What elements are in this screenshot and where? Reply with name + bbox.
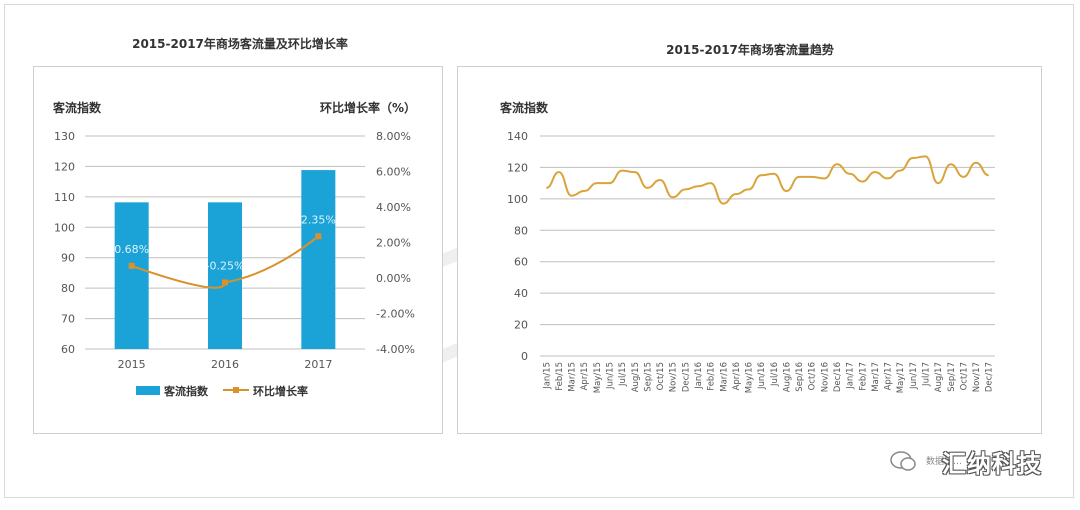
x-tick-label: Oct/16	[808, 362, 818, 390]
right-tick-label: 8.00%	[376, 130, 411, 143]
x-tick-label: 2015	[118, 358, 146, 371]
x-tick-label: Mar/16	[719, 362, 729, 392]
y-tick-label: 40	[514, 287, 528, 300]
x-tick-label: Sep/16	[795, 362, 805, 392]
right-tick-label: -4.00%	[376, 343, 415, 356]
legend-bar-label: 客流指数	[163, 384, 209, 398]
x-tick-label: Sep/17	[947, 362, 957, 392]
x-tick-label: Aug/15	[631, 362, 641, 392]
right-tick-label: 0.00%	[376, 272, 411, 285]
x-tick-label: May/15	[593, 362, 603, 393]
chart2-title: 2015-2017年商场客流量趋势	[666, 43, 834, 57]
growth-marker	[315, 233, 322, 240]
bar	[208, 202, 242, 349]
x-tick-label: 2016	[211, 358, 239, 371]
left-tick-label: 130	[54, 130, 75, 143]
left-tick-label: 60	[61, 343, 75, 356]
x-tick-label: Jun/15	[606, 362, 616, 390]
x-tick-label: Jan/17	[846, 362, 856, 390]
x-tick-label: Jun/17	[909, 362, 919, 390]
x-tick-label: 2017	[304, 358, 332, 371]
y-tick-label: 140	[507, 130, 528, 143]
left-tick-label: 90	[61, 252, 75, 265]
growth-data-label: -0.25%	[206, 259, 245, 272]
left-tick-label: 80	[61, 282, 75, 295]
right-tick-label: -2.00%	[376, 308, 415, 321]
x-tick-label: Aug/17	[934, 362, 944, 392]
x-tick-label: Dec/17	[985, 362, 995, 392]
x-tick-label: Feb/16	[707, 362, 717, 391]
x-tick-label: Oct/15	[656, 362, 666, 390]
x-tick-label: Apr/15	[580, 362, 590, 390]
chart2-panel	[457, 66, 1042, 434]
y-tick-label: 0	[521, 350, 528, 363]
x-tick-label: Jun/16	[757, 362, 767, 390]
x-tick-label: Feb/15	[555, 362, 565, 391]
chart2-axis-label: 客流指数	[499, 100, 549, 115]
y-tick-label: 20	[514, 319, 528, 332]
right-tick-label: 2.00%	[376, 237, 411, 250]
x-tick-label: Nov/15	[669, 362, 679, 392]
y-tick-label: 120	[507, 161, 528, 174]
right-tick-label: 6.00%	[376, 166, 411, 179]
x-tick-label: Apr/16	[732, 362, 742, 390]
x-tick-label: May/17	[896, 362, 906, 393]
x-tick-label: Aug/16	[782, 362, 792, 392]
x-tick-label: Jul/17	[921, 362, 931, 387]
legend-bar-swatch	[136, 386, 160, 395]
left-tick-label: 120	[54, 160, 75, 173]
left-tick-label: 110	[54, 191, 75, 204]
legend-line-marker	[233, 387, 239, 393]
x-tick-label: May/16	[745, 362, 755, 393]
x-tick-label: Jul/15	[618, 362, 628, 387]
x-tick-label: Feb/17	[858, 362, 868, 391]
chart1-right-axis-label: 环比增长率（%）	[320, 100, 416, 115]
chart1-left-axis-label: 客流指数	[52, 100, 102, 115]
growth-data-label: 2.35%	[301, 213, 336, 226]
left-tick-label: 100	[54, 221, 75, 234]
x-tick-label: Nov/16	[820, 362, 830, 392]
y-tick-label: 60	[514, 256, 528, 269]
growth-marker	[128, 262, 135, 269]
y-tick-label: 80	[514, 224, 528, 237]
x-tick-label: Dec/15	[681, 362, 691, 392]
left-tick-label: 70	[61, 313, 75, 326]
x-tick-label: Apr/17	[884, 362, 894, 390]
x-tick-label: Jul/16	[770, 362, 780, 387]
x-tick-label: Jan/15	[542, 362, 552, 390]
x-tick-label: Nov/17	[972, 362, 982, 392]
x-tick-label: Mar/17	[871, 362, 881, 392]
bar	[114, 202, 149, 349]
chart1-title: 2015-2017年商场客流量及环比增长率	[132, 37, 348, 51]
growth-data-label: 0.68%	[114, 243, 149, 256]
x-tick-label: Jan/16	[694, 362, 704, 390]
bar	[301, 170, 336, 349]
right-tick-label: 4.00%	[376, 201, 411, 214]
x-tick-label: Dec/16	[833, 362, 843, 392]
y-tick-label: 100	[507, 193, 528, 206]
legend-line-label: 环比增长率	[253, 384, 308, 398]
x-tick-label: Oct/17	[959, 362, 969, 390]
growth-marker	[222, 279, 228, 286]
x-tick-label: Sep/15	[643, 362, 653, 392]
x-tick-label: Mar/15	[568, 362, 578, 392]
trend-line	[546, 155, 989, 205]
